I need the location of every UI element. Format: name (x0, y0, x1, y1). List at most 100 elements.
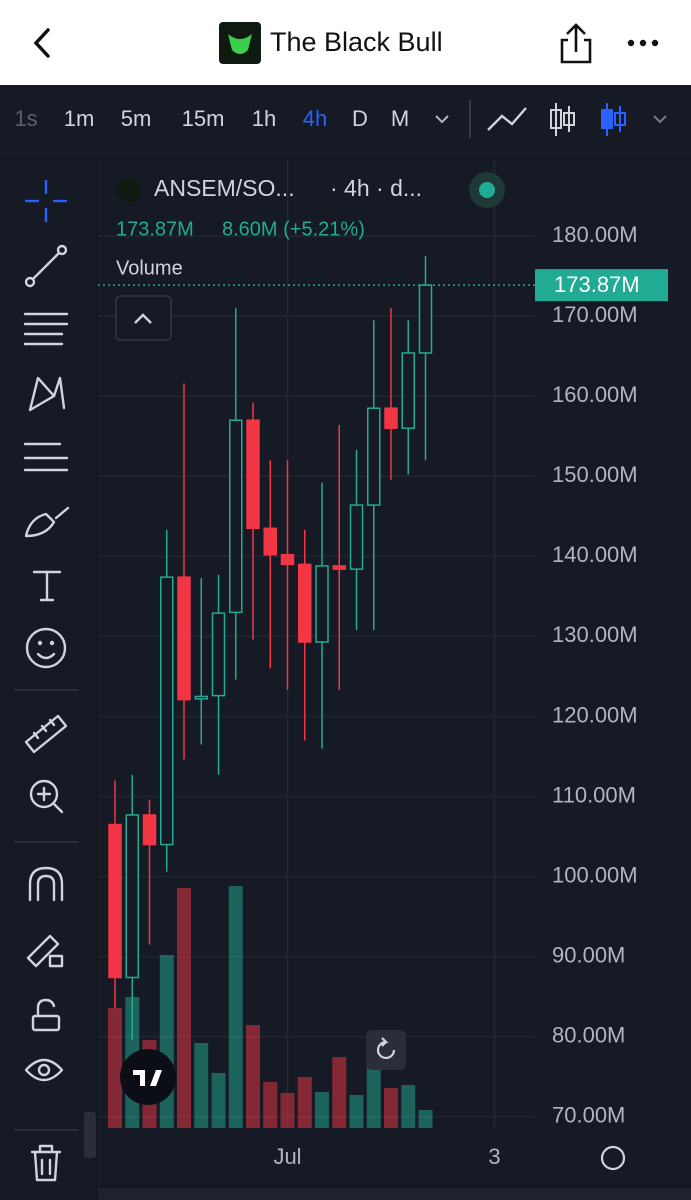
y-tick-label: 170.00M (552, 302, 638, 327)
legend-price: 173.87M (116, 218, 194, 240)
candle-body (332, 565, 346, 570)
legend-symbol: ANSEM/SO... (154, 175, 295, 201)
tradingview-logo[interactable] (120, 1049, 176, 1105)
volume-bar (211, 1073, 226, 1128)
candle-body (125, 814, 139, 979)
y-tick-label: 120.00M (552, 702, 638, 727)
volume-bar (349, 1095, 364, 1128)
more-button[interactable] (627, 39, 659, 47)
candle-body (142, 814, 157, 846)
x-tick-label: 3 (488, 1144, 500, 1169)
last-price-label: 173.87M (554, 272, 640, 297)
lock-drawing-tool[interactable] (26, 934, 64, 968)
candle-body (177, 576, 191, 701)
y-tick-label: 110.00M (552, 782, 636, 807)
projection-tool[interactable] (23, 442, 69, 472)
candle-body (263, 527, 277, 556)
candle-body (298, 563, 312, 643)
legend-interval: · 4h · d... (330, 175, 422, 201)
drawing-toolbar (0, 160, 92, 1200)
magnet-tool[interactable] (28, 866, 64, 902)
share-button[interactable] (560, 23, 592, 64)
fib-tool[interactable] (23, 312, 69, 346)
candle-body (367, 407, 381, 506)
candle-body (401, 352, 415, 429)
volume-bar (332, 1057, 347, 1128)
collapse-toolbar[interactable] (84, 1112, 96, 1158)
candle-body (160, 576, 174, 846)
y-tick-label: 100.00M (552, 862, 638, 887)
brush-tool[interactable] (24, 506, 70, 538)
pattern-tool[interactable] (28, 376, 66, 412)
candle-body (280, 553, 295, 566)
interval-button[interactable]: 1s (14, 106, 37, 131)
lock-tool[interactable] (31, 998, 61, 1032)
status-dot (479, 182, 495, 198)
candle-chart-button[interactable] (550, 103, 575, 136)
volume-bar (263, 1082, 278, 1128)
candle-body (315, 565, 329, 643)
candle-body (384, 407, 398, 429)
candle-body (194, 695, 208, 700)
interval-button[interactable]: 1h (252, 106, 276, 131)
y-tick-label: 180.00M (552, 222, 638, 247)
visibility-tool[interactable] (24, 1058, 64, 1082)
line-chart-button[interactable] (487, 107, 527, 131)
volume-bar (246, 1025, 260, 1128)
collapse-icon (134, 313, 152, 324)
candle-body (418, 284, 433, 354)
symbol-logo (117, 178, 141, 202)
volume-bar (194, 1043, 209, 1128)
chart-type-dropdown[interactable] (653, 115, 667, 124)
y-tick-label: 150.00M (552, 462, 638, 487)
hollow-candle-button[interactable] (601, 103, 626, 136)
volume-bar (366, 1060, 381, 1128)
reset-button[interactable] (366, 1030, 406, 1070)
y-tick-label: 140.00M (552, 542, 638, 567)
volume-bar (315, 1092, 329, 1128)
legend-change: 8.60M (+5.21%) (222, 218, 365, 240)
y-tick-label: 90.00M (552, 942, 625, 967)
last-price-tag (535, 269, 668, 302)
channel-title[interactable]: The Black Bull (270, 27, 443, 57)
interval-button[interactable]: 15m (182, 106, 225, 131)
tradingview-mark (133, 1070, 162, 1086)
volume-bar (159, 955, 174, 1128)
volume-bar (384, 1088, 398, 1128)
collapse-legend-button[interactable] (115, 295, 172, 341)
candle-body (246, 419, 260, 530)
text-tool[interactable] (32, 570, 62, 602)
x-tick-label: Jul (273, 1144, 301, 1169)
volume-bar (297, 1077, 312, 1128)
candle-body (108, 823, 122, 979)
bottom-bar (98, 1188, 691, 1200)
volume-bar (418, 1110, 433, 1128)
trend-line-tool[interactable] (24, 244, 68, 288)
volume-bar (228, 886, 243, 1128)
chart-pane (98, 160, 691, 1185)
back-button[interactable] (33, 28, 50, 58)
ruler-tool[interactable] (24, 714, 68, 754)
interval-button[interactable]: 4h (303, 106, 327, 131)
interval-button[interactable]: D (352, 106, 368, 131)
interval-button[interactable]: 1m (64, 106, 95, 131)
candle-body (211, 612, 226, 697)
volume-bar (280, 1093, 295, 1128)
zoom-tool[interactable] (29, 779, 64, 814)
settings-button[interactable] (600, 1145, 626, 1171)
volume-bar (401, 1085, 416, 1128)
delete-tool[interactable] (30, 1144, 62, 1182)
interval-button[interactable]: 5m (121, 106, 152, 131)
interval-dropdown[interactable] (435, 115, 449, 124)
interval-button[interactable]: M (391, 106, 409, 131)
volume-bar (108, 1008, 122, 1128)
volume-label: Volume (116, 257, 183, 279)
emoji-tool[interactable] (25, 627, 67, 669)
candle-body (349, 504, 364, 570)
crosshair-tool[interactable] (25, 180, 67, 222)
bull-logo (228, 34, 252, 54)
y-tick-label: 130.00M (552, 622, 638, 647)
volume-bar (177, 888, 191, 1128)
